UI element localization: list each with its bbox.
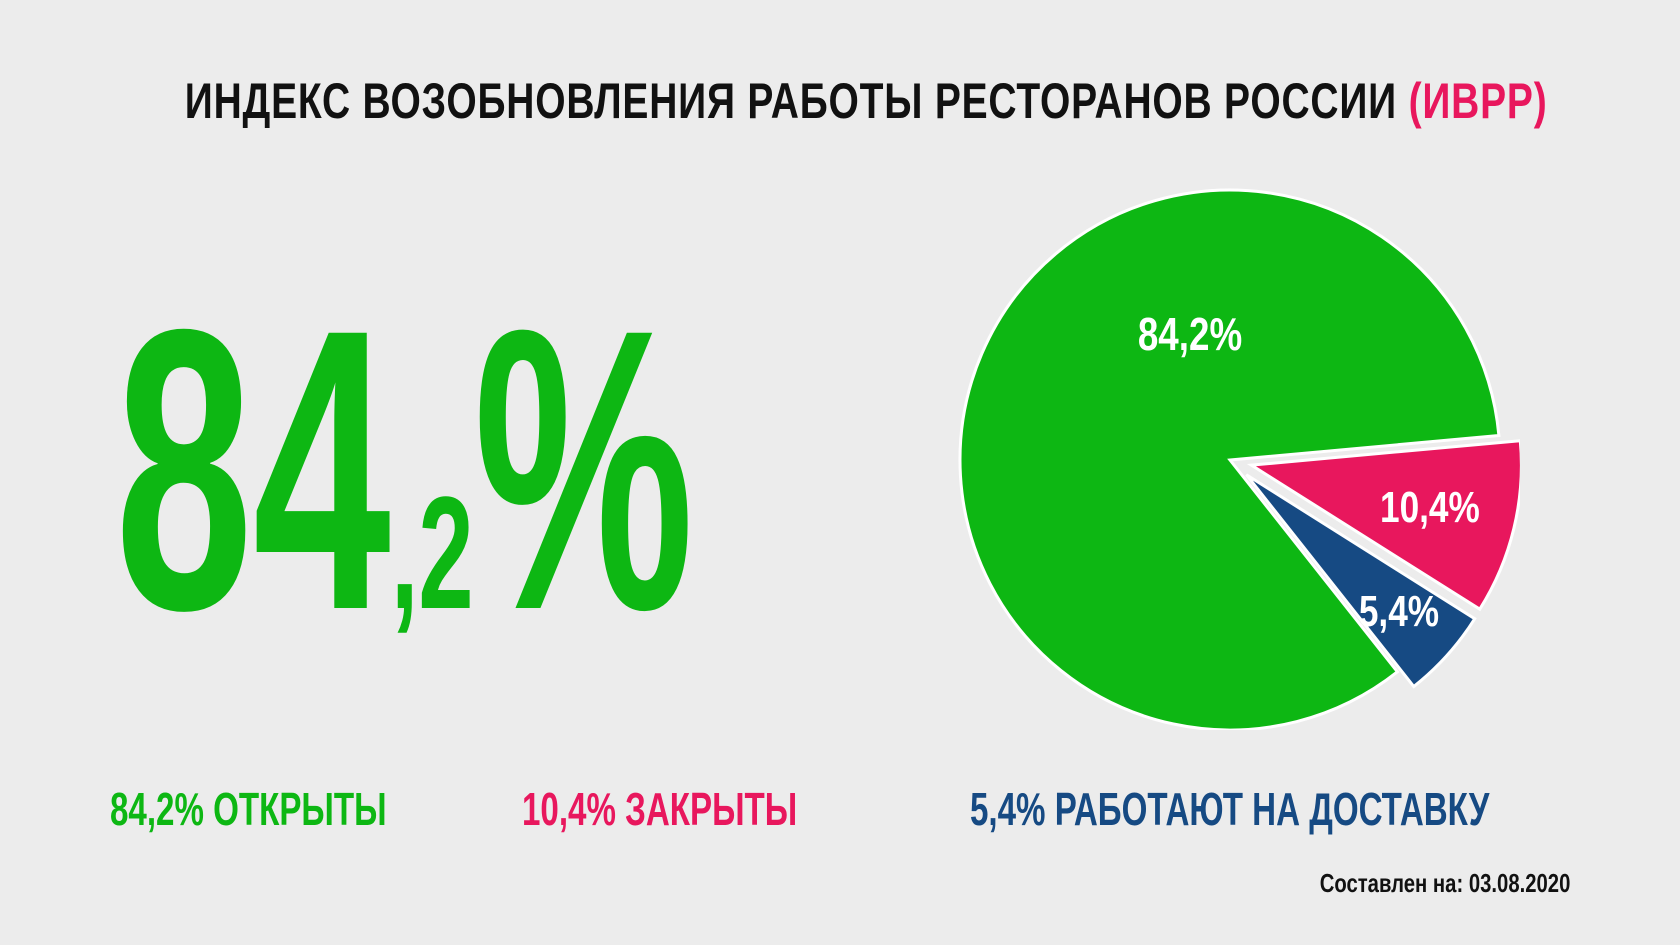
- legend-closed: 10,4% ЗАКРЫТЫ: [522, 783, 798, 835]
- title-main: ИНДЕКС ВОЗОБНОВЛЕНИЯ РАБОТЫ РЕСТОРАНОВ Р…: [184, 73, 1397, 129]
- pie-label-open: 84,2%: [1138, 308, 1242, 360]
- pie-label-delivery: 5,4%: [1359, 587, 1439, 636]
- headline-percent: %: [473, 246, 695, 693]
- legend-delivery: 5,4% РАБОТАЮТ НА ДОСТАВКУ: [970, 783, 1490, 835]
- title-accent: (ИВРР): [1408, 73, 1548, 129]
- headline-fraction: ,2: [390, 463, 474, 642]
- pie-slice-open: [958, 188, 1501, 730]
- pie-slice-closed: [1246, 439, 1520, 612]
- headline-value: 84 ,2 %: [115, 270, 694, 670]
- compiled-date: Составлен на: 03.08.2020: [1319, 868, 1570, 898]
- pie-chart: 84,2% 10,4% 5,4%: [958, 188, 1520, 730]
- page-title: ИНДЕКС ВОЗОБНОВЛЕНИЯ РАБОТЫ РЕСТОРАНОВ Р…: [184, 72, 1547, 130]
- pie-label-closed: 10,4%: [1380, 483, 1480, 532]
- legend-open: 84,2% ОТКРЫТЫ: [110, 783, 387, 835]
- headline-integer: 84: [115, 246, 391, 693]
- pie-slice-delivery: [1245, 473, 1477, 689]
